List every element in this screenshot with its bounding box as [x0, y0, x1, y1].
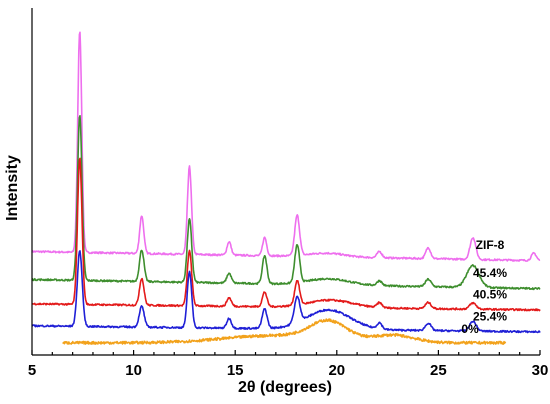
series-line-1 [31, 115, 541, 291]
x-tick-label-1: 10 [125, 362, 142, 379]
x-axis-title: 2θ (degrees) [238, 379, 332, 396]
series-label-3: 25.4% [473, 310, 507, 324]
axes-layer: 5 10 15 20 25 30 [28, 8, 549, 379]
series-line-2 [31, 157, 541, 312]
series-line-3 [31, 250, 541, 334]
series-line-0 [31, 31, 541, 262]
x-tick-label-2: 15 [227, 362, 244, 379]
series-layer [31, 31, 541, 345]
series-label-0: ZIF-8 [476, 238, 505, 252]
series-label-1: 45.4% [473, 266, 507, 280]
series-label-2: 40.5% [473, 288, 507, 302]
x-tick-label-5: 30 [532, 362, 549, 379]
series-line-4 [62, 318, 507, 345]
x-tick-label-0: 5 [28, 362, 36, 379]
y-axis-title: Intensity [4, 155, 21, 221]
label-layer: ZIF-8 45.4% 40.5% 25.4%0% [461, 238, 507, 336]
x-tick-label-4: 25 [430, 362, 447, 379]
series-label-4: 0% [461, 322, 479, 336]
x-tick-label-3: 20 [328, 362, 345, 379]
